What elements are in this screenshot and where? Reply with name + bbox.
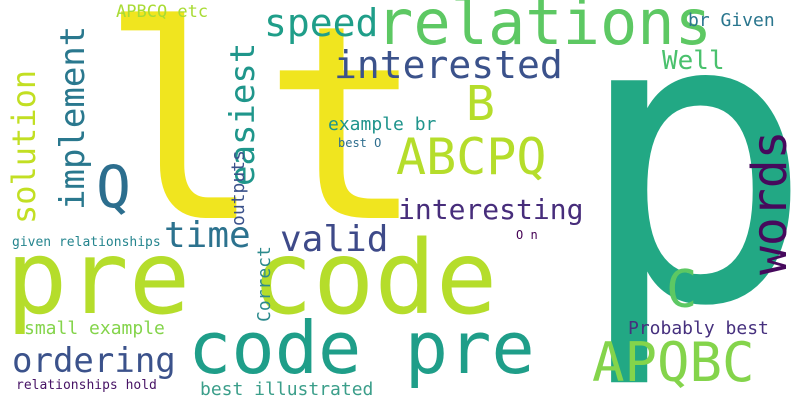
cloud-word-Q: Q xyxy=(96,153,131,221)
cloud-word-interesting: interesting xyxy=(398,193,584,226)
cloud-word-example-br: example br xyxy=(328,114,437,135)
cloud-word-words: words xyxy=(742,130,798,276)
cloud-word-p: p xyxy=(574,0,800,394)
cloud-word-interested: interested xyxy=(334,43,563,87)
cloud-word-APQBC: APQBC xyxy=(592,331,755,394)
cloud-word-relations: relations xyxy=(376,0,712,59)
cloud-word-best-illustrated: best illustrated xyxy=(200,379,374,400)
cloud-word-ordering: ordering xyxy=(12,341,176,381)
cloud-word-C: C xyxy=(666,260,698,320)
cloud-word-Correct: Correct xyxy=(254,246,275,322)
cloud-word-small-example: small example xyxy=(24,318,165,339)
cloud-word-B: B xyxy=(466,76,495,132)
cloud-word-lt: lt xyxy=(100,0,426,282)
cloud-word-pre-code: pre code xyxy=(6,219,498,338)
cloud-word-implement: implement xyxy=(53,25,93,210)
cloud-word-O-n: O n xyxy=(516,228,538,242)
cloud-word-relationships-hold: relationships hold xyxy=(16,378,157,393)
cloud-word-speed: speed xyxy=(264,1,379,45)
cloud-word-given-relationships: given relationships xyxy=(12,235,161,250)
cloud-word-ABCPQ: ABCPQ xyxy=(396,128,547,186)
cloud-word-solution: solution xyxy=(5,69,43,224)
cloud-word-valid: valid xyxy=(280,219,389,260)
cloud-word-code-pre: code pre xyxy=(188,306,535,390)
cloud-word-br-Given: br Given xyxy=(688,10,775,31)
cloud-word-outputs: outputs xyxy=(228,150,249,226)
cloud-word-best-O: best O xyxy=(338,136,382,150)
cloud-word-APBCQ-etc: APBCQ etc xyxy=(116,2,209,22)
cloud-word-time: time xyxy=(164,215,251,256)
cloud-word-Well: Well xyxy=(662,46,725,76)
cloud-word-Probably-best: Probably best xyxy=(628,318,769,339)
